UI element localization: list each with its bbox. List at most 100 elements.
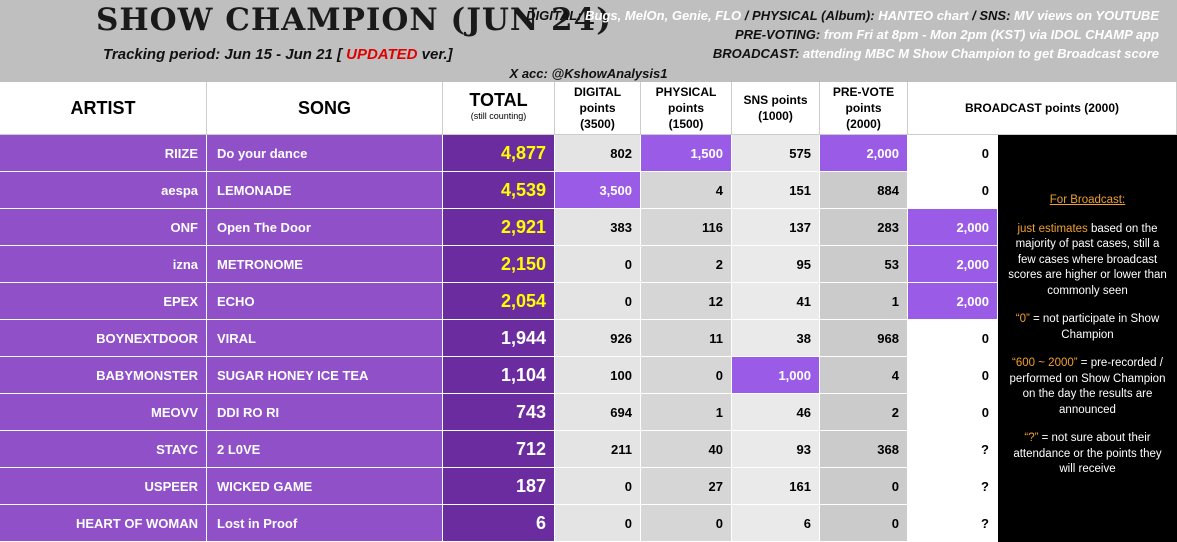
tracking-part: ver.] — [417, 46, 453, 63]
sns-points: 38 — [732, 320, 820, 357]
header-line: (3500) — [580, 117, 615, 131]
note-text: = not sure about their attendance or the… — [1013, 432, 1162, 475]
total: 712 — [443, 431, 555, 468]
tracking-part: Tracking period: Jun 15 - Jun 21 [ — [103, 46, 347, 63]
note-text: based on the majority of past cases, sti… — [1008, 222, 1167, 297]
physical-points: 11 — [641, 320, 732, 357]
info-value: HANTEO chart — [878, 8, 969, 23]
header-line: (1500) — [668, 117, 704, 131]
note-text: “0” — [1015, 313, 1030, 325]
sns-points: 575 — [732, 135, 820, 172]
artist: STAYC — [0, 431, 207, 468]
note-text: “?” — [1024, 432, 1039, 444]
header-line: SNS points — [743, 93, 808, 107]
prevote-points: 2 — [820, 394, 908, 431]
sns-points: 6 — [732, 505, 820, 542]
info-label: PRE-VOTING: — [735, 27, 821, 42]
broadcast-points: ? — [908, 505, 998, 542]
header: SHOW CHAMPION (JUN 24) Tracking period: … — [0, 0, 1177, 82]
broadcast-points: 0 — [908, 394, 998, 431]
header-line: SONG — [297, 98, 351, 118]
info-value: from Fri at 8pm - Mon 2pm (KST) via IDOL… — [823, 27, 1159, 42]
prevote-points: 368 — [820, 431, 908, 468]
sns-points: 151 — [732, 172, 820, 209]
tracking: Tracking period: Jun 15 - Jun 21 [ UPDAT… — [103, 46, 453, 63]
broadcast-points: 0 — [908, 135, 998, 172]
song: WICKED GAME — [207, 468, 443, 505]
physical-points: 27 — [641, 468, 732, 505]
note-paragraph: “?” = not sure about their attendance or… — [1008, 431, 1167, 478]
info-line: DIGITAL: Bugs, MelOn, Genie, FLO / PHYSI… — [526, 6, 1159, 25]
header-line: points — [668, 101, 704, 115]
digital-points: 0 — [555, 246, 641, 283]
info-value: Bugs, MelOn, Genie, FLO — [585, 8, 742, 23]
info-label: / PHYSICAL (Album): — [744, 8, 875, 23]
artist: aespa — [0, 172, 207, 209]
total: 743 — [443, 394, 555, 431]
table: ARTIST SONG TOTAL (still counting) DIGITAL po… — [0, 82, 1177, 542]
total: 2,150 — [443, 246, 555, 283]
account: X acc: @KshowAnalysis1 — [509, 66, 668, 81]
column-header: TOTAL (still counting) — [443, 82, 555, 135]
artist: BABYMONSTER — [0, 357, 207, 394]
note-text: “600 ~ 2000” — [1012, 357, 1078, 369]
artist: EPEX — [0, 283, 207, 320]
prevote-points: 968 — [820, 320, 908, 357]
digital-points: 926 — [555, 320, 641, 357]
info-label: / SNS: — [972, 8, 1011, 23]
title: SHOW CHAMPION (JUN 24) — [96, 2, 612, 38]
prevote-points: 1 — [820, 283, 908, 320]
header-line: points — [579, 101, 616, 115]
info-label: DIGITAL: — [526, 8, 582, 23]
physical-points: 1 — [641, 394, 732, 431]
digital-points: 0 — [555, 505, 641, 542]
physical-points: 12 — [641, 283, 732, 320]
artist: ONF — [0, 209, 207, 246]
total: 6 — [443, 505, 555, 542]
physical-points: 116 — [641, 209, 732, 246]
physical-points: 4 — [641, 172, 732, 209]
total: 1,944 — [443, 320, 555, 357]
broadcast-points: ? — [908, 431, 998, 468]
broadcast-points: 2,000 — [908, 209, 998, 246]
broadcast-points: 0 — [908, 320, 998, 357]
song: DDI RO RI — [207, 394, 443, 431]
sns-points: 95 — [732, 246, 820, 283]
sns-points: 1,000 — [732, 357, 820, 394]
info-value: MV views on YOUTUBE — [1014, 8, 1159, 23]
digital-points: 211 — [555, 431, 641, 468]
physical-points: 1,500 — [641, 135, 732, 172]
total: 4,539 — [443, 172, 555, 209]
note-text: = not participate in Show Champion — [1029, 313, 1160, 341]
total: 2,054 — [443, 283, 555, 320]
note-paragraph: just estimates based on the majority of … — [1008, 222, 1167, 300]
total: 4,877 — [443, 135, 555, 172]
prevote-points: 53 — [820, 246, 908, 283]
total: 1,104 — [443, 357, 555, 394]
digital-points: 0 — [555, 283, 641, 320]
header-line: PRE-VOTE — [832, 85, 895, 99]
broadcast-points: 2,000 — [908, 246, 998, 283]
column-header: DIGITAL points (3500) — [555, 82, 641, 135]
total: 187 — [443, 468, 555, 505]
sns-points: 46 — [732, 394, 820, 431]
header-line: PHYSICAL — [655, 85, 717, 99]
song: METRONOME — [207, 246, 443, 283]
artist: BOYNEXTDOOR — [0, 320, 207, 357]
info-label: BROADCAST: — [712, 46, 800, 61]
artist: HEART OF WOMAN — [0, 505, 207, 542]
sns-points: 41 — [732, 283, 820, 320]
artist: izna — [0, 246, 207, 283]
physical-points: 0 — [641, 505, 732, 542]
song: 2 L0VE — [207, 431, 443, 468]
total: 2,921 — [443, 209, 555, 246]
note-paragraph: “600 ~ 2000” = pre-recorded / performed … — [1008, 356, 1167, 418]
tracking-part: UPDATED — [346, 46, 418, 63]
sns-points: 137 — [732, 209, 820, 246]
song: VIRAL — [207, 320, 443, 357]
column-header: SONG — [207, 82, 443, 135]
note-text: just estimates — [1017, 222, 1088, 235]
song: Lost in Proof — [207, 505, 443, 542]
note-text: = pre-recorded / performed on Show Champ… — [1009, 357, 1166, 416]
